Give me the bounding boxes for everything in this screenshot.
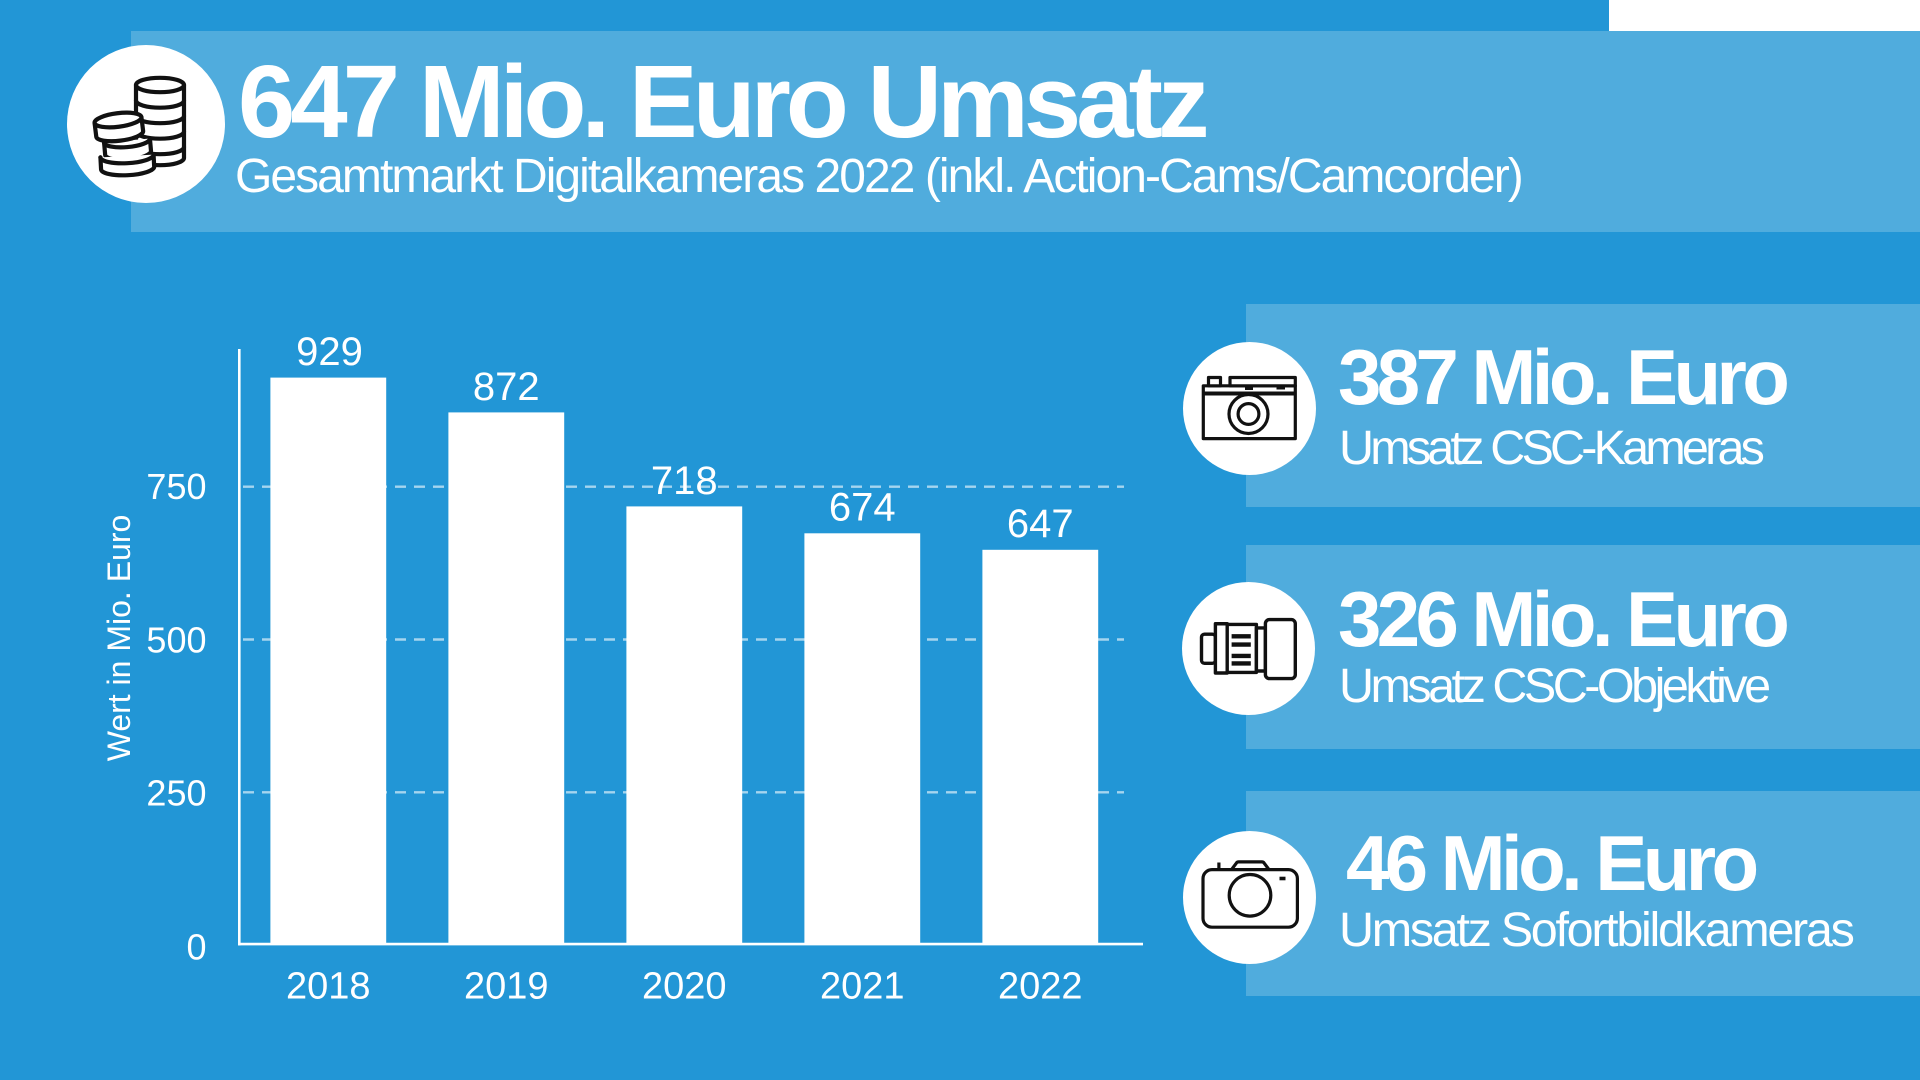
- svg-text:Wert in Mio. Euro: Wert in Mio. Euro: [101, 515, 137, 762]
- svg-text:250: 250: [146, 773, 206, 814]
- svg-text:2020: 2020: [642, 966, 727, 1008]
- svg-text:929: 929: [296, 330, 363, 374]
- svg-text:718: 718: [651, 459, 718, 503]
- svg-text:2021: 2021: [820, 966, 905, 1008]
- svg-text:750: 750: [146, 466, 206, 507]
- svg-text:0: 0: [186, 927, 206, 968]
- svg-text:500: 500: [146, 619, 206, 660]
- svg-text:2019: 2019: [464, 966, 549, 1008]
- svg-text:2018: 2018: [286, 966, 371, 1008]
- svg-text:2022: 2022: [998, 966, 1083, 1008]
- svg-text:647: 647: [1007, 502, 1074, 546]
- svg-text:674: 674: [829, 486, 896, 530]
- svg-text:872: 872: [473, 365, 540, 409]
